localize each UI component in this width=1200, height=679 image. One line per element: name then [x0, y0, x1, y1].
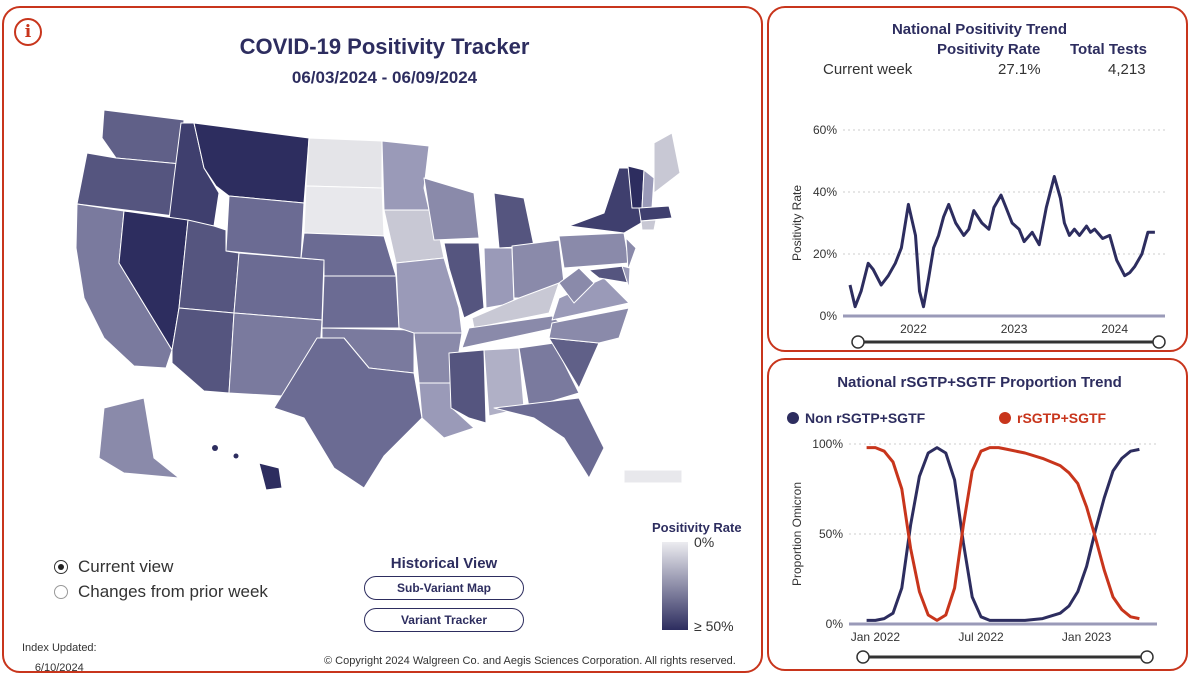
state-hawaii	[258, 462, 283, 491]
series-line-1	[866, 446, 1140, 622]
legend-max-label: ≥ 50%	[694, 618, 734, 634]
state-georgia	[518, 342, 580, 409]
radio-unchecked-icon[interactable]	[54, 585, 68, 599]
x-tick-label: Jul 2022	[958, 630, 1004, 644]
info-icon[interactable]: i	[14, 18, 42, 46]
state-colorado	[233, 252, 325, 321]
state-florida	[493, 397, 605, 479]
state-new-jersey	[625, 237, 637, 271]
state-kentucky	[471, 282, 560, 329]
col-positivity-rate: Positivity Rate	[937, 41, 1041, 58]
current-total-tests: 4,213	[1108, 61, 1146, 78]
legend-rsgtp: rSGTP+SGTF	[999, 410, 1106, 426]
legend-color-bar	[662, 542, 688, 630]
y-tick-label: 20%	[813, 247, 837, 261]
x-tick-label: Jan 2023	[1062, 630, 1112, 644]
state-hawaii-islands-2	[233, 453, 239, 459]
index-updated-date: 6/10/2024	[34, 662, 84, 674]
state-new-york	[568, 167, 642, 234]
y-axis-label: Positivity Rate	[790, 185, 804, 261]
state-michigan	[493, 192, 535, 249]
view-option-changes[interactable]: Changes from prior week	[54, 582, 268, 602]
current-positivity-rate: 27.1%	[998, 61, 1041, 78]
y-axis-label: Proportion Omicron	[790, 482, 804, 586]
view-option-label: Current view	[78, 557, 174, 576]
legend-non-rsgtp: Non rSGTP+SGTF	[787, 410, 925, 426]
proportion-title: National rSGTP+SGTF Proportion Trend	[837, 374, 1122, 391]
state-texas	[273, 337, 423, 489]
series-line-0	[866, 446, 1140, 622]
positivity-trend-panel: National Positivity Trend Positivity Rat…	[767, 6, 1188, 352]
y-tick-label: 60%	[813, 123, 837, 137]
page-title: COVID-19 Positivity Tracker	[239, 34, 530, 59]
state-hawaii-islands	[212, 445, 218, 451]
y-tick-label: 0%	[826, 617, 844, 631]
y-tick-label: 50%	[819, 527, 843, 541]
copyright-text: © Copyright 2024 Walgreen Co. and Aegis …	[324, 655, 736, 667]
x-tick-label: Jan 2022	[851, 630, 901, 644]
index-updated-label: Index Updated:	[22, 642, 97, 654]
state-alaska	[98, 397, 180, 479]
map-panel: i COVID-19 Positivity Tracker 06/03/2024…	[2, 6, 765, 674]
legend-non-rsgtp-label: Non rSGTP+SGTF	[805, 410, 926, 426]
range-slider-handle-start[interactable]	[851, 335, 865, 349]
state-maine	[653, 132, 681, 194]
series-line-0	[848, 175, 1155, 309]
y-tick-label: 40%	[813, 185, 837, 199]
x-tick-label: 2023	[1001, 322, 1028, 336]
state-minnesota	[381, 140, 430, 211]
state-connecticut	[640, 219, 657, 231]
view-option-current[interactable]: Current view	[54, 557, 173, 577]
view-option-label: Changes from prior week	[78, 582, 268, 601]
date-range: 06/03/2024 - 06/09/2024	[291, 68, 478, 87]
col-total-tests: Total Tests	[1070, 41, 1147, 58]
range-slider-handle-start[interactable]	[856, 650, 870, 664]
legend-dot-icon	[787, 412, 799, 424]
state-kansas	[321, 275, 400, 329]
range-slider-handle-end[interactable]	[1152, 335, 1166, 349]
x-tick-label: 2022	[900, 322, 927, 336]
sub-variant-map-button[interactable]: Sub-Variant Map	[364, 576, 524, 600]
range-slider-handle-end[interactable]	[1140, 650, 1154, 664]
state-massachusetts	[638, 205, 673, 222]
state-delaware	[621, 265, 631, 289]
trend-title: National Positivity Trend	[891, 21, 1068, 38]
legend-dot-icon	[999, 412, 1011, 424]
row-label-current-week: Current week	[823, 61, 913, 78]
state-north-dakota	[305, 137, 383, 189]
state-west-virginia	[558, 267, 595, 304]
state-illinois	[443, 242, 485, 319]
legend-rsgtp-label: rSGTP+SGTF	[1017, 410, 1107, 426]
radio-checked-icon[interactable]	[54, 560, 68, 574]
state-pennsylvania	[558, 232, 630, 269]
state-arizona	[171, 307, 235, 394]
territory-puerto-rico	[623, 469, 683, 484]
state-south-dakota	[303, 185, 385, 237]
variant-tracker-button[interactable]: Variant Tracker	[364, 608, 524, 632]
legend-min-label: 0%	[694, 534, 715, 550]
proportion-trend-chart[interactable]: 0% 50% 100% Jan 2022 Jul 2022 Jan 2023 Proport…	[769, 432, 1186, 668]
positivity-trend-chart[interactable]: 0% 20% 40% 60% 2022 2023 2024 Positivity Rate	[769, 80, 1186, 350]
y-tick-label: 100%	[812, 437, 843, 451]
proportion-trend-panel: National rSGTP+SGTF Proportion Trend Non…	[767, 358, 1188, 671]
state-wyoming	[225, 195, 305, 259]
x-tick-label: 2024	[1101, 322, 1128, 336]
us-map[interactable]	[4, 98, 765, 598]
state-washington	[101, 109, 185, 165]
y-tick-label: 0%	[820, 309, 838, 323]
state-new-hampshire	[641, 169, 655, 209]
state-indiana	[483, 247, 515, 309]
legend-title: Positivity Rate	[652, 520, 742, 535]
state-north-carolina	[548, 307, 630, 344]
state-wisconsin	[423, 177, 480, 241]
index-updated: Index Updated: 6/10/2024	[22, 638, 97, 678]
historical-view-title: Historical View	[390, 555, 498, 572]
state-mississippi	[448, 349, 487, 424]
